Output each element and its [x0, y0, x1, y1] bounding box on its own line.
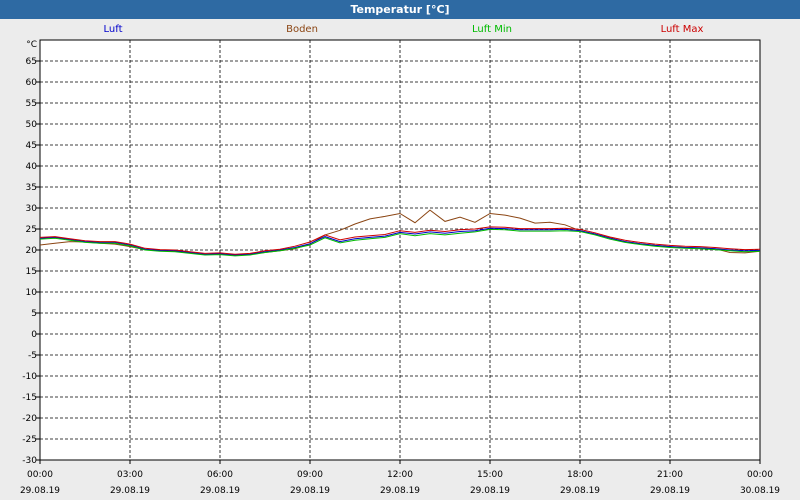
y-tick-label: -25	[22, 435, 37, 445]
legend-entry-boden: Boden	[286, 24, 318, 35]
y-tick-label: -15	[22, 393, 37, 403]
y-tick-label: 0	[31, 330, 37, 340]
x-tick-date: 29.08.19	[560, 486, 600, 496]
y-tick-label: -10	[22, 372, 37, 382]
y-tick-label: -5	[28, 351, 37, 361]
y-tick-label: -30	[22, 456, 37, 466]
y-tick-label: 5	[31, 309, 37, 319]
y-tick-label: -20	[22, 414, 37, 424]
x-tick-time: 09:00	[297, 470, 323, 480]
x-tick-date: 29.08.19	[20, 486, 60, 496]
x-tick-time: 03:00	[117, 470, 143, 480]
x-tick-date: 29.08.19	[470, 486, 510, 496]
x-tick-time: 00:00	[27, 470, 53, 480]
legend: Luft Boden Luft Min Luft Max	[0, 24, 800, 38]
legend-entry-luft-min: Luft Min	[472, 24, 512, 35]
x-tick-date: 29.08.19	[290, 486, 330, 496]
y-tick-label: 25	[26, 225, 37, 235]
y-tick-label: 30	[26, 204, 38, 214]
y-tick-label: 40	[26, 162, 38, 172]
x-tick-date: 30.08.19	[740, 486, 780, 496]
legend-entry-luft-max: Luft Max	[660, 24, 704, 35]
x-tick-time: 12:00	[387, 470, 413, 480]
x-tick-date: 29.08.19	[650, 486, 690, 496]
chart-title: Temperatur [°C]	[0, 0, 800, 19]
y-tick-label: 35	[26, 183, 37, 193]
series-line-luft-max	[39, 226, 761, 255]
y-tick-label: 60	[26, 78, 38, 88]
y-tick-label: 45	[26, 141, 37, 151]
y-tick-label: 15	[26, 267, 37, 277]
series-line-luft	[39, 227, 761, 256]
y-axis-label: °C	[26, 40, 37, 50]
x-tick-time: 21:00	[657, 470, 683, 480]
x-tick-date: 29.08.19	[200, 486, 240, 496]
x-tick-date: 29.08.19	[380, 486, 420, 496]
x-tick-time: 18:00	[567, 470, 593, 480]
x-tick-time: 15:00	[477, 470, 503, 480]
x-tick-time: 00:00	[747, 470, 773, 480]
series-line-luft-min	[39, 228, 761, 257]
legend-entry-luft: Luft	[103, 24, 123, 35]
y-tick-label: 55	[26, 99, 37, 109]
x-tick-time: 06:00	[207, 470, 233, 480]
y-tick-label: 50	[26, 120, 38, 130]
x-tick-date: 29.08.19	[110, 486, 150, 496]
y-tick-label: 20	[26, 246, 38, 256]
y-tick-label: 10	[26, 288, 38, 298]
y-tick-label: 65	[26, 57, 37, 67]
